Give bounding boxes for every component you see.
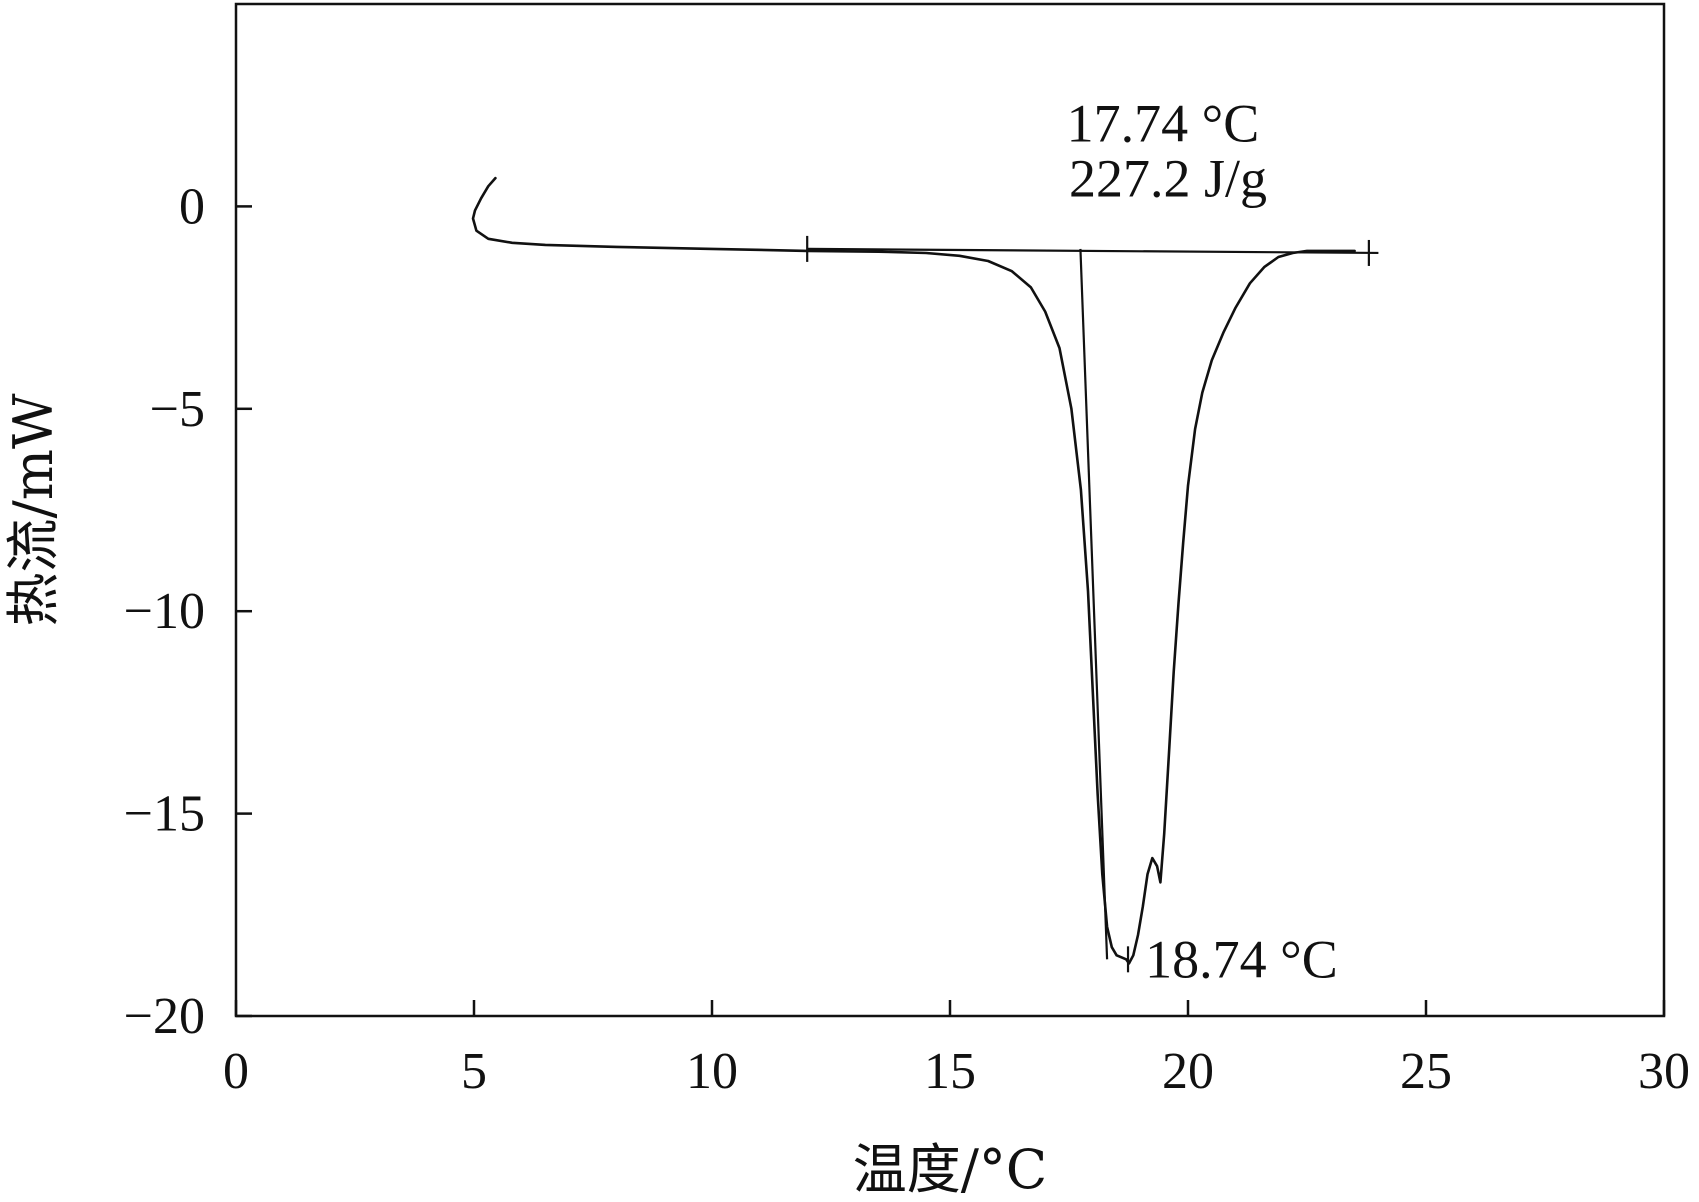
y-tick-label: 0	[179, 178, 205, 235]
x-axis-title: 温度/°C	[853, 1138, 1048, 1201]
integration-baseline	[807, 247, 1379, 255]
x-tick-label: 10	[686, 1043, 738, 1100]
y-ticks: 0 −5 −10 −15 −20	[124, 178, 252, 1045]
y-axis-title: 热流/mW	[2, 393, 65, 626]
y-tick-label: −10	[124, 583, 205, 640]
x-tick-label: 5	[461, 1043, 487, 1100]
plot-frame	[234, 2, 1666, 1018]
y-tick-label: −15	[124, 786, 205, 843]
x-tick-label: 15	[924, 1043, 976, 1100]
series-layer	[471, 176, 1379, 973]
x-tick-label: 0	[223, 1043, 249, 1100]
dsc-curve	[471, 176, 1356, 965]
peak-annotation: 227.2 J/g	[1069, 148, 1267, 208]
x-tick-label: 25	[1400, 1043, 1452, 1100]
x-tick-label: 30	[1638, 1043, 1690, 1100]
x-ticks: 0 5 10 15 20 25 30	[223, 1000, 1690, 1100]
peak-annotation: 17.74 °C	[1067, 94, 1260, 154]
y-tick-label: −20	[124, 988, 205, 1045]
x-tick-label: 20	[1162, 1043, 1214, 1100]
y-tick-label: −5	[150, 381, 205, 438]
peak-annotation: 18.74 °C	[1145, 930, 1338, 990]
onset-tangent-line	[1079, 248, 1109, 960]
